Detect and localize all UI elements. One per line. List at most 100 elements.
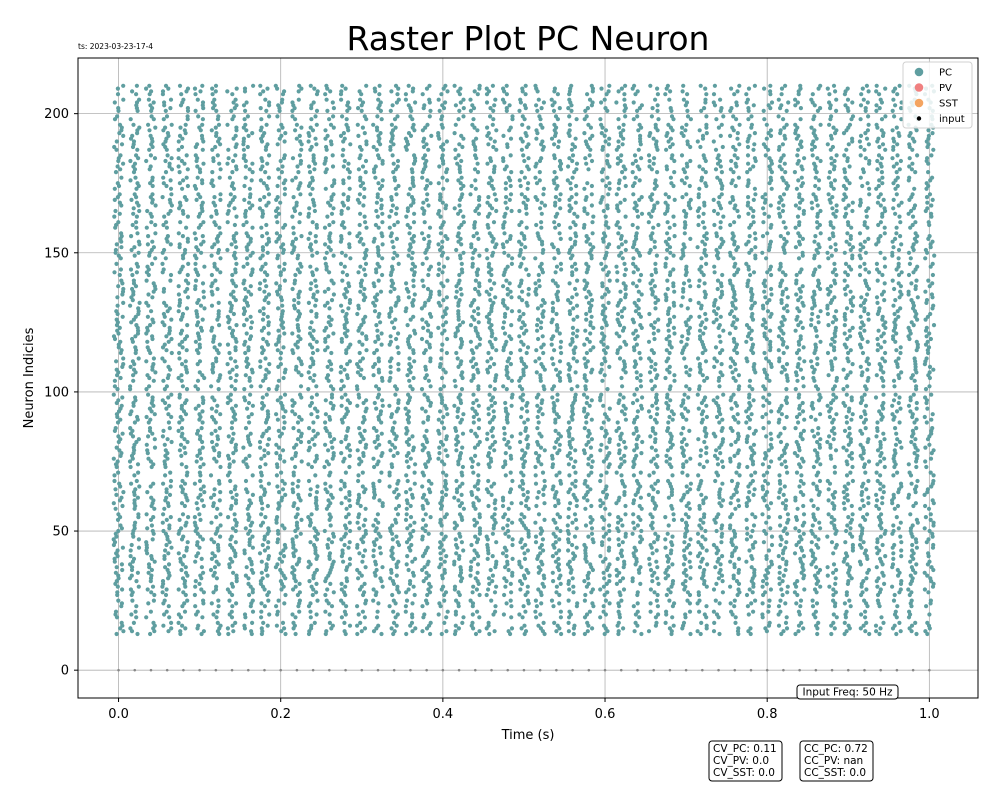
pc-spike bbox=[521, 153, 526, 158]
pc-spike bbox=[163, 473, 168, 478]
pc-spike bbox=[508, 125, 513, 130]
pc-spike bbox=[115, 303, 120, 308]
pc-spike bbox=[582, 342, 587, 347]
pc-spike bbox=[509, 626, 515, 631]
pc-spike bbox=[355, 197, 360, 202]
pc-spike bbox=[327, 359, 332, 364]
pc-spike bbox=[283, 178, 288, 183]
pc-spike bbox=[573, 478, 578, 484]
pc-spike bbox=[458, 181, 463, 186]
pc-spike bbox=[503, 565, 508, 570]
pc-spike bbox=[552, 445, 557, 450]
pc-spike bbox=[308, 364, 313, 369]
pc-spike bbox=[535, 317, 541, 322]
pc-spike bbox=[375, 192, 380, 197]
pc-spike bbox=[290, 100, 295, 105]
pc-spike bbox=[266, 540, 271, 545]
pc-spike bbox=[553, 225, 558, 230]
pc-spike bbox=[179, 373, 184, 378]
pc-spike bbox=[523, 451, 528, 456]
pc-spike bbox=[177, 181, 182, 186]
pc-spike bbox=[355, 448, 360, 453]
pc-spike bbox=[566, 515, 571, 520]
pc-spike bbox=[506, 175, 511, 180]
pc-spike bbox=[567, 203, 572, 208]
pc-spike bbox=[342, 456, 347, 461]
pc-spike bbox=[427, 83, 432, 88]
pc-spike bbox=[475, 609, 480, 614]
pc-spike bbox=[493, 97, 498, 102]
pc-spike bbox=[136, 239, 141, 244]
pc-spike bbox=[150, 334, 155, 339]
pc-spike bbox=[589, 314, 594, 319]
pc-spike bbox=[420, 604, 425, 609]
pc-spike bbox=[406, 83, 411, 88]
pc-spike bbox=[340, 114, 345, 119]
pc-spike bbox=[492, 517, 497, 523]
pc-spike bbox=[214, 559, 219, 564]
pc-spike bbox=[505, 306, 510, 311]
pc-spike bbox=[567, 451, 573, 456]
pc-spike bbox=[589, 203, 595, 208]
pc-spike bbox=[315, 414, 320, 420]
pc-spike bbox=[541, 342, 546, 347]
pc-spike bbox=[209, 253, 214, 258]
pc-spike bbox=[607, 462, 612, 467]
pc-spike bbox=[440, 270, 445, 275]
pc-spike bbox=[299, 517, 304, 523]
pc-spike bbox=[328, 89, 333, 94]
pc-spike bbox=[339, 234, 344, 239]
pc-spike bbox=[525, 434, 530, 439]
pc-spike bbox=[128, 426, 133, 431]
pc-spike bbox=[290, 481, 295, 486]
pc-spike bbox=[331, 114, 336, 119]
pc-spike bbox=[329, 540, 335, 545]
pc-spike bbox=[586, 456, 591, 461]
pc-spike bbox=[484, 86, 489, 91]
pc-spike bbox=[586, 581, 591, 587]
pc-spike bbox=[392, 445, 398, 450]
pc-spike bbox=[552, 153, 557, 158]
pc-spike bbox=[136, 306, 141, 311]
pc-spike bbox=[328, 139, 334, 144]
pc-spike bbox=[553, 540, 558, 545]
pc-spike bbox=[134, 439, 139, 445]
pc-spike bbox=[536, 623, 541, 628]
pc-spike bbox=[585, 359, 590, 364]
pc-spike bbox=[411, 298, 416, 303]
pc-spike bbox=[392, 325, 397, 330]
pc-spike bbox=[150, 317, 155, 322]
pc-spike bbox=[534, 503, 539, 509]
pc-spike bbox=[570, 153, 576, 158]
pc-spike bbox=[406, 409, 411, 414]
pc-spike bbox=[112, 473, 117, 478]
pc-spike bbox=[607, 562, 612, 567]
pc-spike bbox=[360, 181, 366, 186]
pc-spike bbox=[290, 487, 295, 492]
pc-spike bbox=[348, 448, 353, 453]
pc-spike bbox=[306, 370, 311, 375]
pc-spike bbox=[262, 548, 267, 553]
pc-spike bbox=[309, 395, 314, 400]
pc-spike bbox=[120, 314, 125, 319]
pc-spike bbox=[558, 615, 564, 620]
pc-spike bbox=[380, 242, 385, 247]
pc-spike bbox=[607, 437, 612, 442]
pc-spike bbox=[282, 139, 287, 144]
pc-spike bbox=[200, 317, 205, 322]
pc-spike bbox=[533, 281, 538, 286]
pc-spike bbox=[261, 620, 266, 626]
pc-spike bbox=[151, 620, 156, 626]
pc-spike bbox=[557, 359, 563, 364]
pc-spike bbox=[508, 289, 513, 294]
pc-spike bbox=[314, 490, 319, 495]
pc-spike bbox=[295, 484, 300, 489]
pc-spike bbox=[340, 153, 345, 158]
pc-spike bbox=[128, 554, 133, 559]
pc-spike bbox=[244, 128, 249, 133]
pc-spike bbox=[420, 534, 425, 539]
pc-spike bbox=[424, 197, 429, 202]
pc-spike bbox=[439, 122, 444, 127]
pc-spike bbox=[228, 490, 234, 495]
pc-spike bbox=[210, 395, 215, 400]
